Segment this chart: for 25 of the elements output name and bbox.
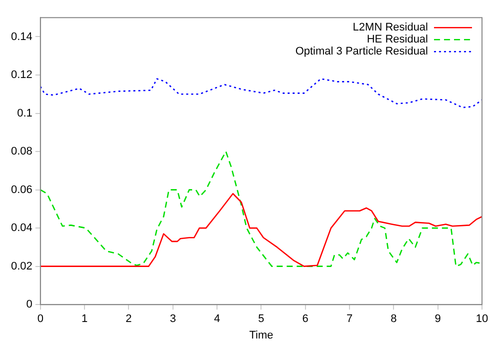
x-tick-label: 4 xyxy=(214,313,220,326)
x-tick-label: 3 xyxy=(170,313,176,326)
x-tick-label: 0 xyxy=(37,313,44,326)
x-tick-label: 1 xyxy=(82,313,88,326)
y-tick-label: 0 xyxy=(26,298,32,311)
y-tick-label: 0.1 xyxy=(17,107,32,120)
x-tick-label: 9 xyxy=(434,313,441,326)
line-series xyxy=(40,78,482,108)
y-tick-label: 0.14 xyxy=(10,30,32,43)
x-tick-label: 8 xyxy=(390,313,397,326)
y-tick-label: 0.12 xyxy=(10,69,32,82)
y-tick-label: 0.08 xyxy=(10,146,32,158)
y-tick-label: 0.02 xyxy=(10,260,32,272)
legend-label: L2MN Residual xyxy=(352,22,428,34)
x-tick-label: 5 xyxy=(258,313,264,326)
line-series xyxy=(40,150,482,267)
y-tick-label: 0.04 xyxy=(10,222,32,234)
x-axis-title: Time xyxy=(249,329,274,342)
x-tick-label: 6 xyxy=(302,313,308,326)
y-tick-label: 0.06 xyxy=(10,184,32,196)
x-tick-label: 2 xyxy=(126,313,132,326)
x-tick-label: 7 xyxy=(346,313,353,326)
x-tick-label: 10 xyxy=(476,313,488,326)
legend-label: Optimal 3 Particle Residual xyxy=(295,46,428,58)
legend-label: HE Residual xyxy=(366,34,428,46)
